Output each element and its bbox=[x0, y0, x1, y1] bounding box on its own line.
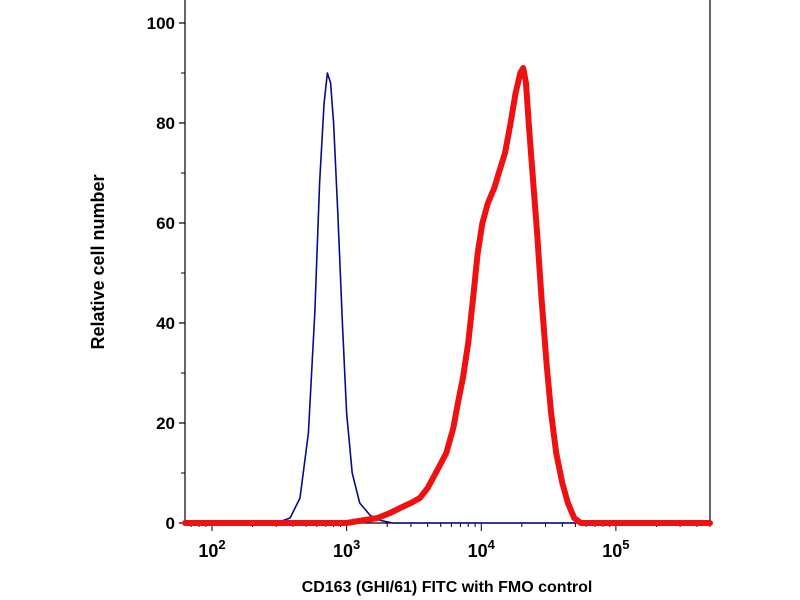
y-tick-label: 0 bbox=[166, 514, 175, 533]
x-tick-label: 105 bbox=[602, 537, 629, 561]
y-tick-label: 40 bbox=[156, 314, 175, 333]
y-tick-label: 60 bbox=[156, 214, 175, 233]
series-layer bbox=[182, 65, 713, 526]
y-tick-label: 80 bbox=[156, 114, 175, 133]
y-tick-label: 100 bbox=[147, 14, 175, 33]
y-axis-label: Relative cell number bbox=[88, 174, 108, 349]
x-tick-label: 104 bbox=[468, 537, 496, 561]
y-axis-ticks: 0 20 40 60 80 100 bbox=[147, 14, 185, 533]
series-line-2 bbox=[182, 65, 713, 526]
x-tick-label: 103 bbox=[333, 537, 360, 561]
x-axis-ticks: 102 103 104 105 bbox=[190, 523, 711, 561]
x-axis-label: CD163 (GHI/61) FITC with FMO control bbox=[302, 579, 593, 596]
y-tick-label: 20 bbox=[156, 414, 175, 433]
x-tick-label: 102 bbox=[198, 537, 225, 561]
series-line-1 bbox=[184, 72, 711, 524]
